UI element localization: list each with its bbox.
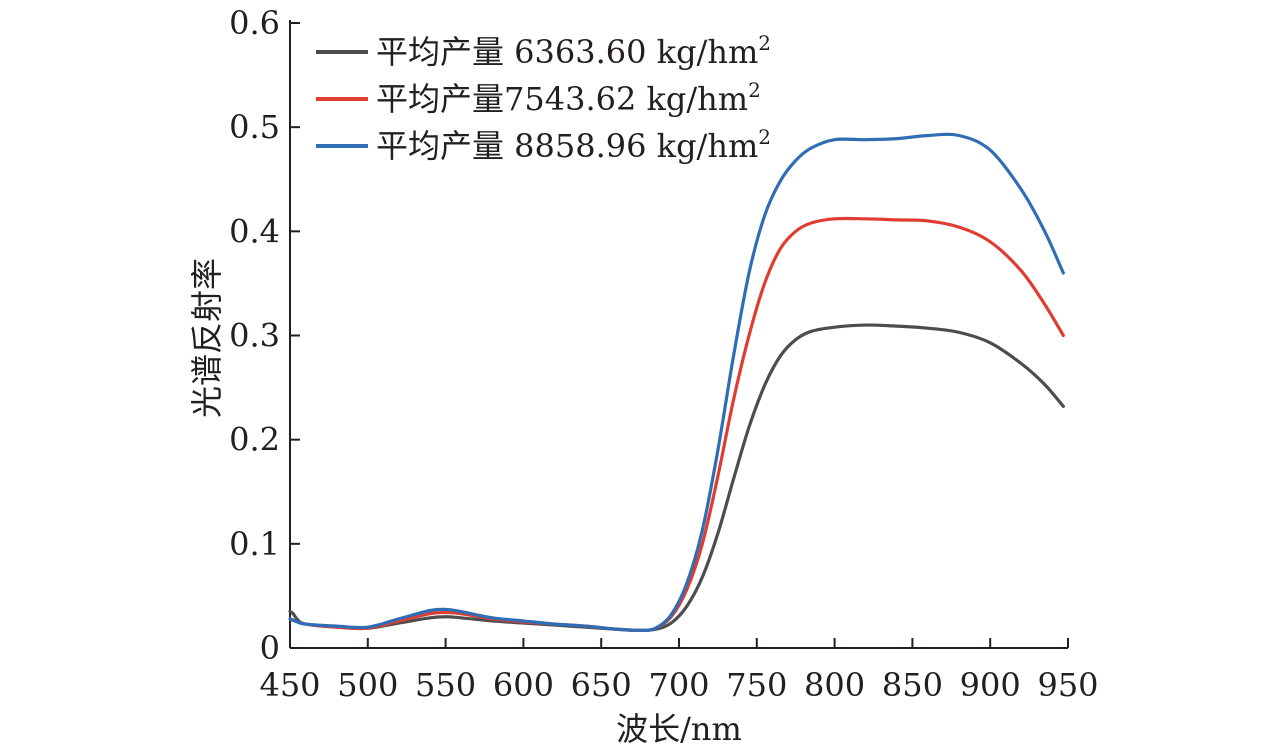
y-tick-label: 0.3 [229,317,280,355]
series-line-8858 [288,132,1065,632]
series-line-6363 [288,323,1065,632]
y-tick-label: 0.4 [229,212,280,250]
x-axis-title: 波长/nm [616,710,742,748]
x-tick-label: 800 [804,666,865,704]
series-group [288,132,1065,632]
x-axis-ticks: 450 500 550 600 650 700 750 800 850 900 950 [259,638,1099,704]
x-tick-label: 650 [571,666,632,704]
x-tick-label: 900 [960,666,1021,704]
x-tick-label: 750 [726,666,787,704]
legend-label-main: 平均产量 8858.96 kg/hm [376,127,758,165]
legend-label: 平均产量7543.62 kg/hm2 [376,78,761,118]
y-tick-label: 0 [260,629,280,667]
x-tick-label: 500 [337,666,398,704]
legend-label: 平均产量 6363.60 kg/hm2 [376,31,771,71]
y-tick-label: 0.2 [229,421,280,459]
legend-label-superscript: 2 [748,78,761,102]
y-tick-label: 0.6 [229,4,280,42]
x-tick-label: 700 [648,666,709,704]
x-tick-label: 850 [882,666,943,704]
y-axis-title: 光谱反射率 [188,258,226,418]
y-tick-label: 0.1 [229,525,280,563]
legend-label-superscript: 2 [758,125,771,149]
legend-label-main: 平均产量 6363.60 kg/hm [376,33,758,71]
legend-label-main: 平均产量7543.62 kg/hm [376,80,748,118]
series-line-7543 [288,216,1065,632]
x-tick-label: 600 [493,666,554,704]
x-tick-label: 950 [1037,666,1098,704]
plot-area [288,20,1068,649]
legend-label-superscript: 2 [758,31,771,55]
y-axis-ticks: 0 0.1 0.2 0.3 0.4 0.5 0.6 [229,4,300,667]
x-tick-label: 450 [259,666,320,704]
legend-label: 平均产量 8858.96 kg/hm2 [376,125,771,165]
y-tick-label: 0.5 [229,108,280,146]
x-tick-label: 550 [415,666,476,704]
